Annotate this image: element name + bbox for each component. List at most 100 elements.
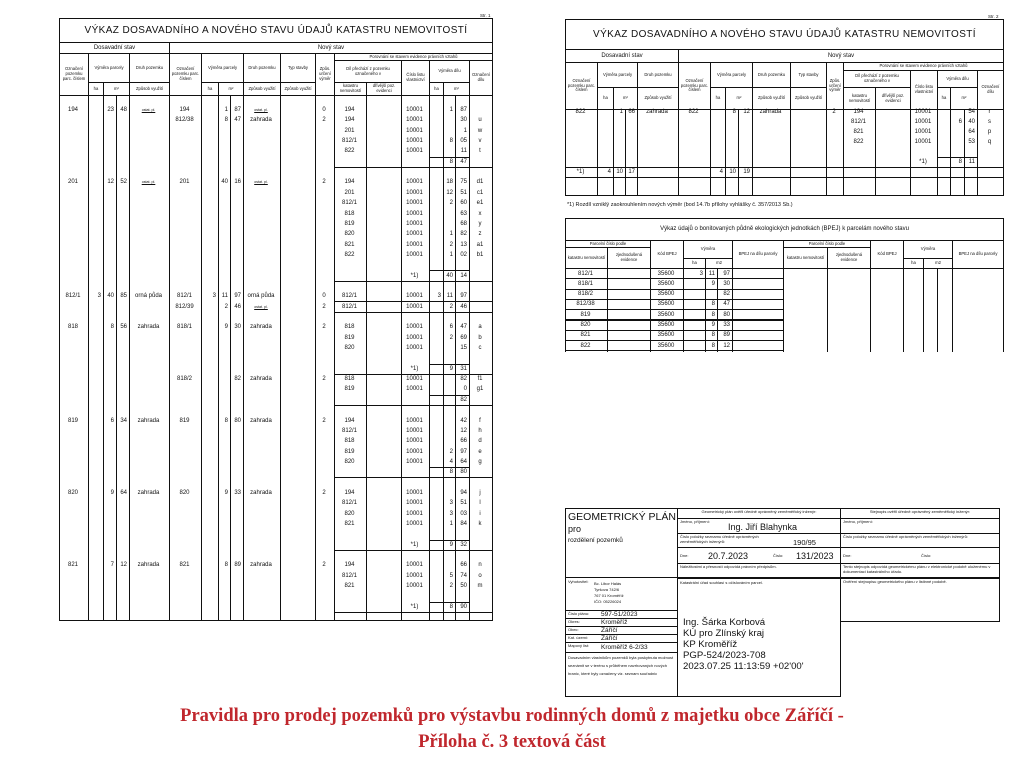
bpej-header-simplified-right: zjednodušená evidence [827,247,871,269]
cell-dil: q [987,139,992,145]
bpej-cell-m2h: 8 [711,332,715,339]
gp-author-label: Vyhotovitel: [568,579,589,584]
cell-lv: *1) [410,603,419,610]
cell-kn: 812/1 [341,138,357,145]
bpej-header-area-right: Výměra [903,240,953,259]
bpej-cell-kod: 35600 [657,291,675,298]
cell-lv: 10001 [406,334,423,341]
bpej-cell-parcela: 819 [580,311,591,318]
cell-new: 812/1 [176,293,192,300]
header-building-usage: Způsob využití [790,87,827,110]
cell-lv: 10001 [406,324,423,331]
table-title: VÝKAZ DOSAVADNÍHO A NOVÉHO STAVU ÚDAJŮ K… [59,18,493,43]
gp-copy-date-row: Dne: Číslo: [840,547,1000,564]
header-area-method: Způs. určení výměr [315,53,335,96]
cell-new_m2: 19 [743,169,750,175]
bpej-empty-column [903,268,924,352]
header-part-from: Díl přechází z pozemku označeného v [843,70,911,88]
caption-line-1: Pravidla pro prodej pozemků pro výstavbu… [180,706,844,726]
cell-lv: 10001 [406,107,423,113]
cell-kn: 194 [344,107,355,113]
bpej-header-code-left: Kód BPEJ [650,240,684,269]
cell-old: 812/1 [65,293,81,300]
cell-d_m2: 30 [460,117,467,124]
cell-lv: 10001 [406,117,423,124]
cell-lv: 10001 [406,458,423,465]
cell-lv: 10001 [406,427,423,434]
column-new [169,95,202,621]
cell-new_m2h: 11 [221,293,228,300]
cell-kn: 812/1 [850,119,866,125]
column-old_ha [88,95,104,621]
cell-d_m2h: 9 [449,365,453,372]
cell-new_druh: ostat. pl. [254,108,268,112]
bpej-cell-parcela: 818/1 [577,280,593,287]
cell-d_m2: 64 [460,458,467,465]
bpej-cell-ha: 3 [699,270,703,277]
cell-kn: 819 [344,220,355,227]
cell-old: 822 [575,109,586,115]
cell-new_m2h: 40 [221,179,228,186]
cell-d_m2: 82 [460,231,467,238]
cell-d_m2: 66 [460,562,467,569]
cell-lv: 10001 [914,119,932,125]
cell-old: *1) [576,169,585,175]
row-separator [429,270,470,271]
signature-line-5: 2023.07.25 11:13:59 +02'00' [683,661,804,672]
bpej-cell-m2h: 8 [711,342,715,349]
header-parcel-area: Výměra parcely [597,62,638,88]
table-title: VÝKAZ DOSAVADNÍHO A NOVÉHO STAVU ÚDAJŮ K… [565,19,1004,50]
cell-lv: 10001 [406,345,423,352]
cell-old_m2h: 23 [107,107,114,113]
cell-d_m2h: 2 [449,241,453,248]
header-parcel-id: Označení pozemku parc. číslem [565,62,598,110]
cell-new_m2: 47 [234,117,241,124]
column-dil [977,109,1004,196]
bpej-cell [683,350,706,352]
row-separator [429,467,470,468]
cell-dil: l [479,500,481,507]
cell-lv: 10001 [406,231,423,238]
bpej-cell-ha [684,331,703,339]
cell-d_m2h: 18 [446,179,453,186]
bpej-cell-ha [684,311,703,319]
cell-old_m2h: 40 [107,293,114,300]
bpej-cell [565,350,608,352]
bpej-header-part-right: BPEJ na dílu parcely [952,240,1004,269]
gp-item-row: Číslo položky seznamu úředně oprávněných… [677,533,841,548]
cell-kn: 819 [344,334,355,341]
cell-d_m2h: 6 [958,119,962,125]
cell-lv: 10001 [406,303,423,310]
column-new_druh [243,95,281,621]
cell-new_m2: 89 [234,562,241,569]
cell-dil: k [478,521,482,527]
cell-kn: 821 [853,129,864,135]
gp-copy-note: Tento stejnopis odpovídá geometrickému p… [840,563,1000,578]
cell-dil: s [988,119,991,125]
cell-new_druh: ostat. pl. [254,180,268,185]
cell-kn: 812/1 [341,572,357,579]
cell-d_m2h: 6 [449,324,453,331]
column-new_druh [752,109,791,196]
cell-new_m2: 87 [234,107,241,113]
cell-old_m2h: 9 [110,489,114,496]
geometric-plan-stamp: GEOMETRICKÝ PLÁN pro rozdělení pozemků G… [565,508,1000,697]
cell-kn: 194 [853,109,864,115]
bpej-cell-m2h [706,290,715,298]
cell-lv: 10001 [406,521,423,527]
cell-kn: 194 [344,179,355,186]
bpej-header-cadastre-left: katastru nemovitostí [565,247,608,269]
header-parcel-id: Označení pozemku parc. číslem [59,53,89,96]
header-parcel-area: Výměra parcely [88,53,130,83]
cell-kn: 201 [344,189,355,196]
cell-d_m2h: 2 [449,448,453,455]
cell-lv: *1) [410,365,419,372]
signature-stamp: Ing. Šárka Korbová KÚ pro Zlínský kraj K… [683,617,804,672]
header-m2: m² [103,82,130,96]
header-part-id: Označení dílu [977,70,1004,110]
header-usage: Způsob využití [129,82,170,96]
cell-dil: m [477,583,483,590]
caption-line-2: Příloha č. 3 textová část [418,732,606,752]
cell-lv: 10001 [406,251,423,258]
cell-lv: 10001 [406,200,423,207]
